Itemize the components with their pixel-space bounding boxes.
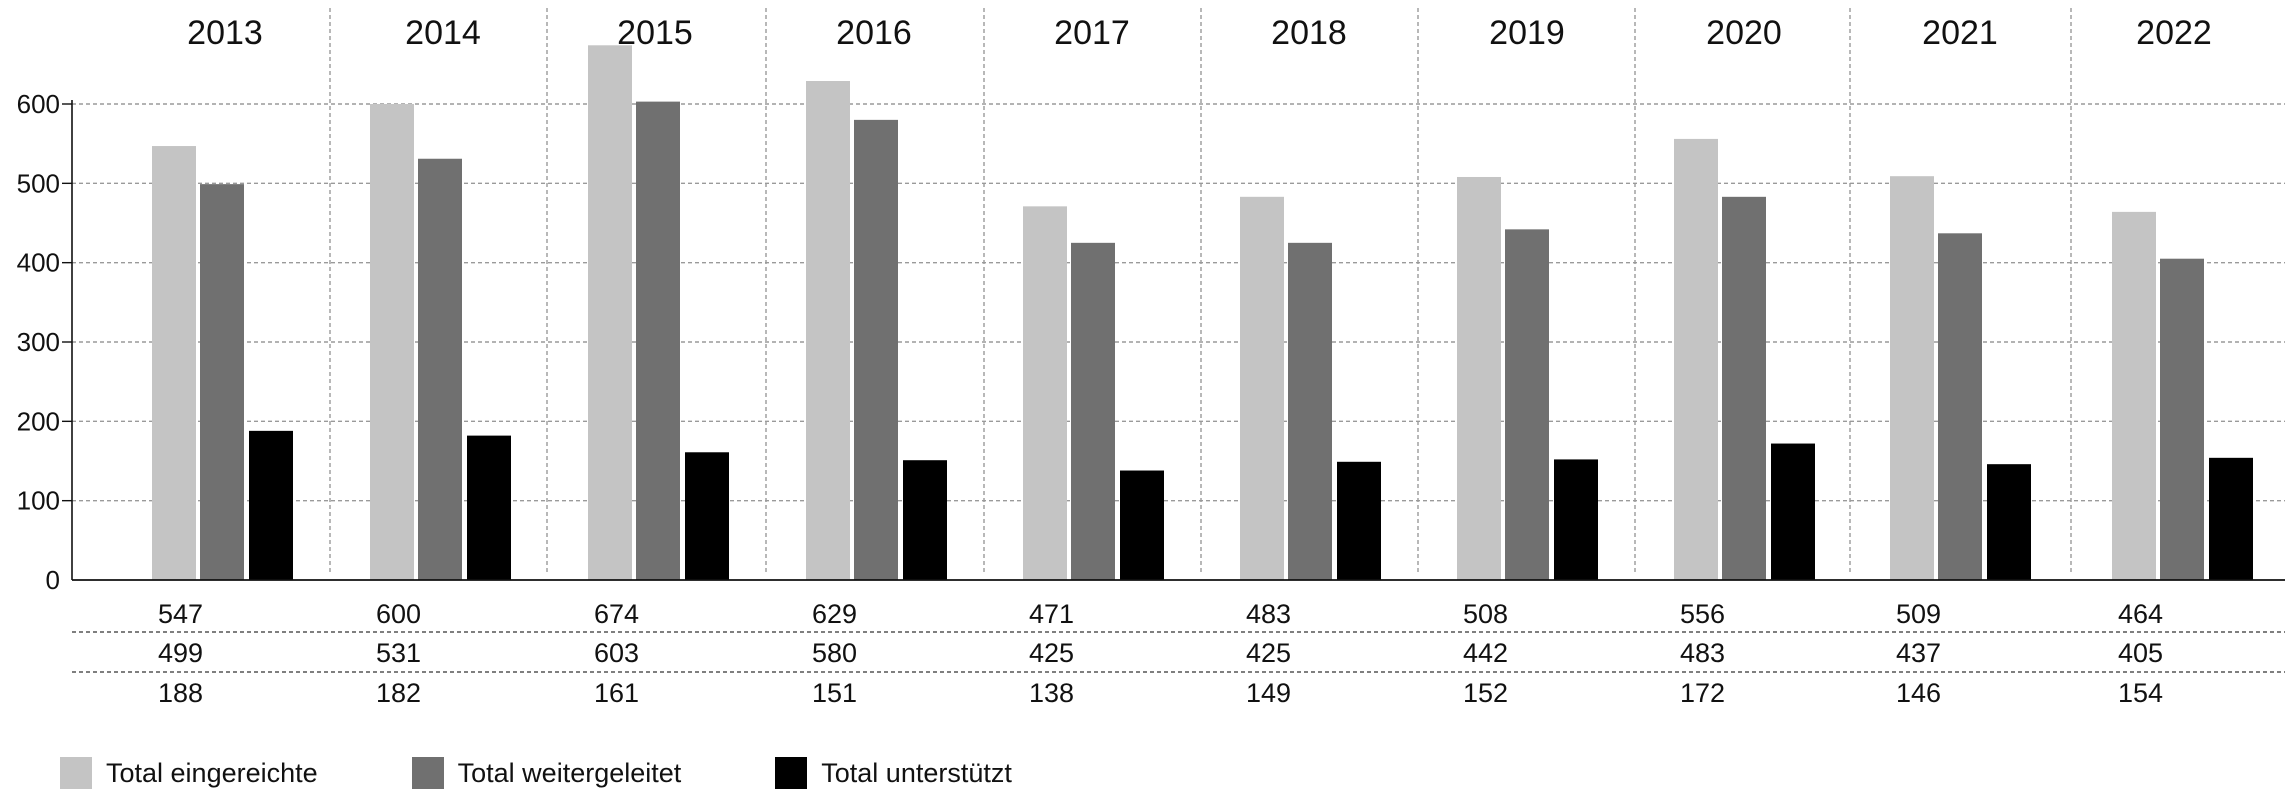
bar [2112, 211, 2156, 581]
data-label: 483 [1680, 638, 1725, 668]
y-tick-label: 100 [17, 486, 60, 516]
bar [2160, 258, 2204, 580]
year-label: 2022 [2136, 14, 2212, 52]
bar [467, 435, 511, 580]
data-label: 154 [2118, 678, 2163, 708]
data-label: 172 [1680, 678, 1725, 708]
bar [903, 460, 947, 580]
data-label: 603 [594, 638, 639, 668]
year-label: 2017 [1054, 14, 1130, 52]
data-label: 151 [812, 678, 857, 708]
y-tick-label: 300 [17, 327, 60, 357]
data-label: 152 [1463, 678, 1508, 708]
data-label: 547 [158, 599, 203, 629]
bar [1674, 138, 1718, 580]
y-tick-label: 500 [17, 168, 60, 198]
bar [418, 158, 462, 581]
data-label: 182 [376, 678, 421, 708]
bar [685, 452, 729, 580]
legend-swatch-eingereichte [60, 757, 92, 789]
data-label: 442 [1463, 638, 1508, 668]
data-label: 556 [1680, 599, 1725, 629]
data-label: 149 [1246, 678, 1291, 708]
data-label: 437 [1896, 638, 1941, 668]
bar [1722, 196, 1766, 580]
bar [1023, 206, 1067, 580]
data-label: 425 [1029, 638, 1074, 668]
y-tick-label: 200 [17, 406, 60, 436]
data-label: 188 [158, 678, 203, 708]
year-label: 2014 [405, 14, 481, 52]
year-label: 2013 [187, 14, 263, 52]
bar [1240, 196, 1284, 580]
bar [200, 184, 244, 581]
data-label: 405 [2118, 638, 2163, 668]
year-label: 2015 [617, 14, 693, 52]
data-label: 531 [376, 638, 421, 668]
data-label: 425 [1246, 638, 1291, 668]
data-label: 674 [594, 599, 639, 629]
bar [1890, 176, 1934, 580]
y-tick-label: 400 [17, 248, 60, 278]
year-label: 2021 [1922, 14, 1998, 52]
legend-item-unterstuetzt: Total unterstützt [775, 757, 1012, 789]
legend-label-eingereichte: Total eingereichte [106, 757, 318, 788]
y-tick-label: 0 [46, 565, 60, 595]
bar [1505, 229, 1549, 580]
data-label: 471 [1029, 599, 1074, 629]
data-label: 464 [2118, 599, 2163, 629]
legend: Total eingereichte Total weitergeleitet … [60, 757, 1106, 789]
legend-item-eingereichte: Total eingereichte [60, 757, 318, 789]
bar [2209, 457, 2253, 580]
bar [370, 104, 414, 580]
data-label: 509 [1896, 599, 1941, 629]
data-label: 499 [158, 638, 203, 668]
bar [1288, 242, 1332, 581]
year-label: 2016 [836, 14, 912, 52]
bar [1457, 176, 1501, 580]
legend-swatch-unterstuetzt [775, 757, 808, 789]
bar [1938, 233, 1982, 580]
data-label: 580 [812, 638, 857, 668]
bar [588, 45, 632, 580]
bar [1771, 443, 1815, 580]
legend-swatch-weitergeleitet [411, 757, 444, 789]
bar [249, 430, 293, 580]
data-label: 629 [812, 599, 857, 629]
bar [1337, 461, 1381, 580]
data-label: 508 [1463, 599, 1508, 629]
y-tick-label: 600 [17, 89, 60, 119]
year-label: 2020 [1706, 14, 1782, 52]
data-label: 138 [1029, 678, 1074, 708]
legend-label-unterstuetzt: Total unterstützt [821, 757, 1012, 788]
year-label: 2018 [1271, 14, 1347, 52]
data-label: 600 [376, 599, 421, 629]
data-label: 146 [1896, 678, 1941, 708]
bar [1071, 242, 1115, 581]
bar [806, 80, 850, 580]
bar [636, 101, 680, 581]
bar [152, 146, 196, 580]
data-label: 161 [594, 678, 639, 708]
bar [1987, 464, 2031, 580]
legend-item-weitergeleitet: Total weitergeleitet [411, 757, 682, 789]
bar [1120, 470, 1164, 580]
bar [1554, 459, 1598, 580]
data-label: 483 [1246, 599, 1291, 629]
year-label: 2019 [1489, 14, 1565, 52]
bar [854, 119, 898, 580]
legend-label-weitergeleitet: Total weitergeleitet [457, 757, 682, 788]
